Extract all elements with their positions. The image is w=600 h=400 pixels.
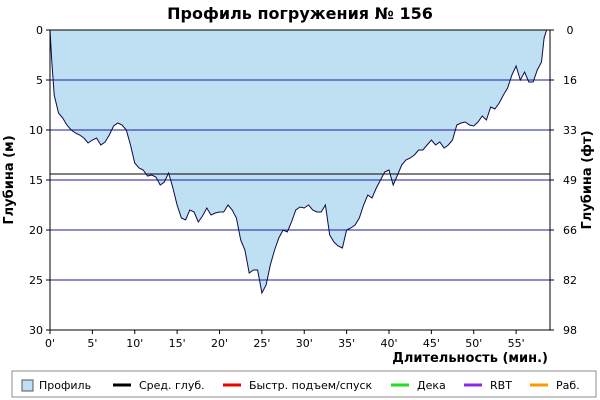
y-right-tick-label: 49: [563, 174, 577, 187]
plot-area: [49, 29, 551, 331]
y-left-tick-label: 0: [36, 24, 43, 37]
legend: Профиль Сред. глуб. Быстр. подъем/спуск Дек…: [11, 370, 597, 398]
y-left-tick-label: 30: [29, 324, 43, 337]
y-left-tick-label: 15: [29, 174, 43, 187]
y-left-tick-label: 10: [29, 124, 43, 137]
y-left-tick-label: 25: [29, 274, 43, 287]
y-axis-left-ticks: 0 5 10 15 20 25 30: [29, 24, 50, 337]
y-right-tick-label: 66: [563, 224, 577, 237]
x-tick-label: 50': [465, 337, 482, 350]
chart-title: Профиль погружения № 156: [167, 4, 433, 23]
legend-label: Профиль: [39, 379, 91, 392]
x-tick-label: 10': [126, 337, 143, 350]
x-tick-label: 30': [296, 337, 313, 350]
x-axis-ticks: 0' 5' 10' 15' 20' 25' 30' 35' 40' 45' 50' 55': [45, 330, 525, 350]
x-tick-label: 45': [423, 337, 440, 350]
legend-swatch: [21, 379, 34, 392]
y-axis-right-label: Глубина (фт): [580, 130, 595, 229]
y-right-tick-label: 0: [567, 24, 574, 37]
legend-label: Раб.: [556, 379, 580, 392]
profile-line: [49, 29, 548, 295]
y-right-tick-label: 33: [563, 124, 577, 137]
x-tick-label: 25': [253, 337, 270, 350]
x-axis-label: Длительность (мин.): [392, 351, 548, 366]
legend-items: Профиль Сред. глуб. Быстр. подъем/спуск Дек…: [21, 379, 580, 392]
legend-label: Сред. глуб.: [139, 379, 205, 392]
x-tick-label: 35': [338, 337, 355, 350]
y-right-tick-label: 82: [563, 274, 577, 287]
gridlines: [50, 79, 550, 281]
x-tick-label: 15': [169, 337, 186, 350]
legend-label: Быстр. подъем/спуск: [249, 379, 373, 392]
x-tick-label: 20': [211, 337, 228, 350]
x-tick-label: 40': [380, 337, 397, 350]
x-tick-label: 55': [508, 337, 525, 350]
y-axis-right-ticks: 0 16 33 49 66 82 98: [550, 24, 577, 337]
y-right-tick-label: 16: [563, 74, 577, 87]
x-tick-label: 5': [87, 337, 97, 350]
legend-label: Дека: [417, 379, 446, 392]
y-left-tick-label: 5: [36, 74, 43, 87]
legend-label: RBT: [490, 379, 512, 392]
y-left-tick-label: 20: [29, 224, 43, 237]
profile-area: [50, 30, 547, 293]
y-axis-left-label: Глубина (м): [2, 135, 17, 224]
x-tick-label: 0': [45, 337, 55, 350]
legend-box: [11, 370, 597, 398]
y-right-tick-label: 98: [563, 324, 577, 337]
